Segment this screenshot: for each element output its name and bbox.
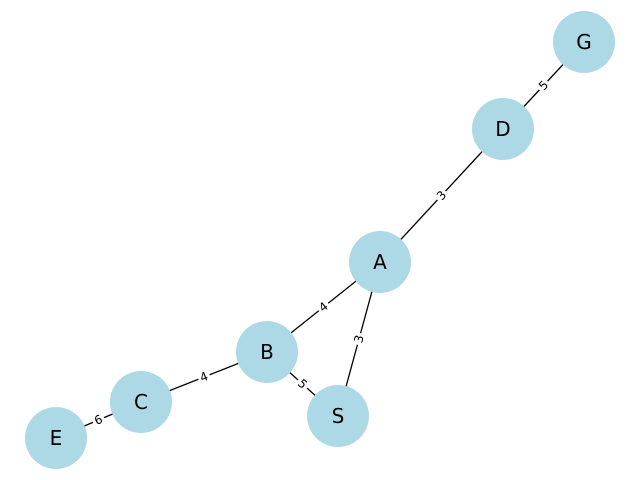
- node-C: C: [110, 371, 172, 433]
- edge-weight-label-S-B: 5: [292, 374, 313, 394]
- node-B: B: [236, 321, 298, 383]
- node-label-B: B: [260, 340, 274, 364]
- node-label-G: G: [576, 30, 592, 54]
- edge-weight-label-bg: [292, 374, 313, 394]
- edge-weight-label-S-A: 3: [349, 331, 369, 347]
- node-circle-C: [110, 371, 172, 433]
- edge-weight-label-C-E: 6: [89, 410, 108, 430]
- node-circle-E: [25, 407, 87, 469]
- node-label-A: A: [373, 250, 387, 274]
- edge-weight-label-bg: [533, 75, 554, 96]
- node-G: G: [553, 11, 615, 73]
- edge-weight-label-bg: [313, 297, 334, 317]
- node-label-S: S: [332, 404, 345, 428]
- edge-weight-label-bg: [195, 367, 213, 387]
- node-circle-D: [472, 98, 534, 160]
- node-label-C: C: [134, 390, 148, 414]
- node-circle-G: [553, 11, 615, 73]
- node-circle-A: [349, 231, 411, 293]
- edge-weight-label-B-C: 4: [195, 367, 213, 387]
- node-A: A: [349, 231, 411, 293]
- edge-labels-layer: 3 5 4 3 4 6 5: [89, 75, 554, 430]
- edge-weight-label-D-G: 5: [533, 75, 554, 96]
- edge-weight-label-bg: [431, 185, 452, 206]
- node-E: E: [25, 407, 87, 469]
- node-D: D: [472, 98, 534, 160]
- node-circle-S: [307, 385, 369, 447]
- edge-weight-label-bg: [89, 410, 108, 430]
- node-label-E: E: [50, 426, 63, 450]
- edge-weight-text: 3: [351, 333, 367, 344]
- edge-weight-label-bg: [349, 331, 369, 347]
- node-label-D: D: [495, 117, 510, 141]
- node-S: S: [307, 385, 369, 447]
- nodes-layer: S A B C D E G: [25, 11, 615, 469]
- edge-weight-label-A-D: 3: [431, 185, 452, 206]
- edge-weight-label-A-B: 4: [313, 297, 334, 317]
- node-circle-B: [236, 321, 298, 383]
